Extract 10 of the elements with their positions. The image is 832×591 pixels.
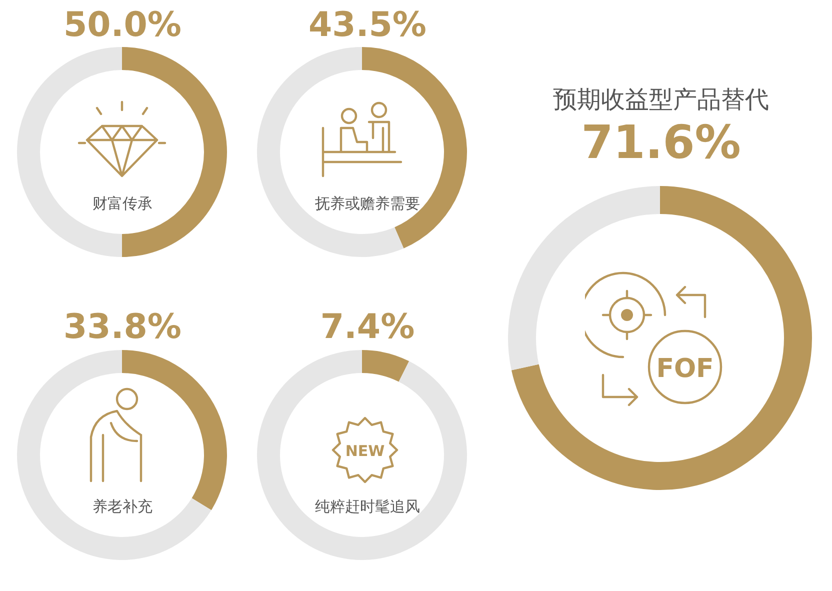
text: 纯粹赶时髦追风	[315, 498, 420, 516]
data-label: 43.5%	[308, 5, 426, 45]
text: 财富传承	[92, 194, 152, 212]
data-label: 50.0%	[64, 5, 182, 45]
data-label: 33.8%	[64, 307, 182, 347]
text: 养老补充	[92, 498, 152, 516]
chart-title: 预期收益型产品替代	[553, 86, 769, 114]
data-label: 71.6%	[581, 115, 741, 169]
text: 抚养或赡养需要	[314, 194, 420, 212]
data-label: 7.4%	[320, 307, 415, 347]
